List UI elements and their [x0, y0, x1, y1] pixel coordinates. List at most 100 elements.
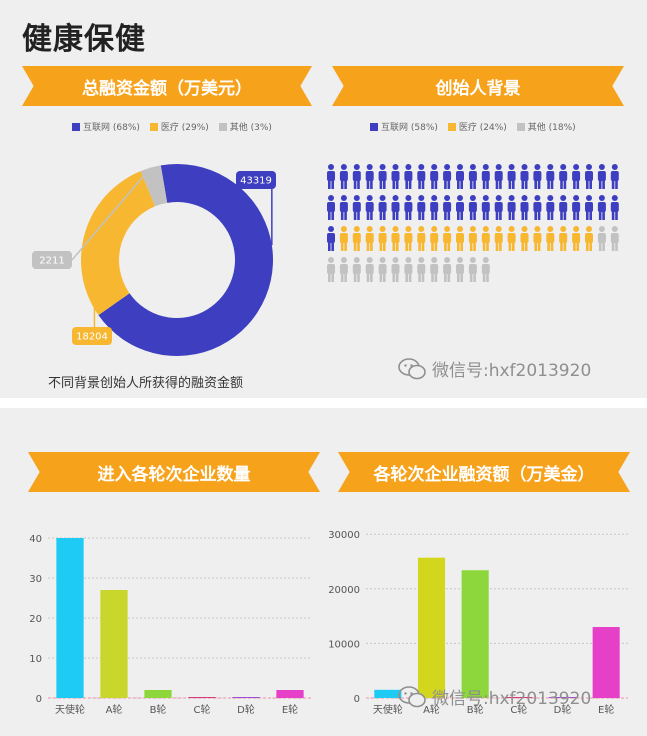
person-icon	[365, 195, 374, 220]
person-icon	[494, 226, 503, 251]
person-icon	[520, 195, 529, 220]
legend-swatch-other	[218, 122, 227, 131]
watermark: 微信号:hxf2013920	[398, 684, 591, 709]
person-icon	[339, 257, 348, 282]
person-icon	[404, 164, 413, 189]
person-icon	[572, 195, 581, 220]
person-icon	[417, 257, 426, 282]
legend-item-other: 其他 (3%)	[218, 120, 272, 133]
person-icon	[404, 257, 413, 282]
legend-swatch-medical	[149, 122, 158, 131]
legend-swatch-medical	[447, 122, 456, 131]
person-icon	[507, 164, 516, 189]
bar-天使轮	[56, 538, 84, 698]
person-icon	[378, 164, 387, 189]
bottom-panel: 进入各轮次企业数量 各轮次企业融资额（万美金） 0 10 20 30 40 天使轮 A轮 B轮…	[0, 408, 647, 736]
x-tick-label: A轮	[423, 703, 440, 716]
donut-data-label: 43319	[240, 176, 272, 187]
person-icon	[430, 226, 439, 251]
y-tick-label: 40	[29, 534, 42, 545]
bar-天使轮	[374, 689, 402, 698]
funding-donut-heading: 总融资金额（万美元）	[22, 66, 312, 106]
y-tick-label: 0	[36, 694, 42, 705]
person-icon	[494, 195, 503, 220]
legend-label: 互联网 (58%)	[381, 123, 438, 133]
bar-E轮	[276, 690, 304, 698]
person-icon	[546, 195, 555, 220]
donut-slice-医疗	[81, 171, 156, 316]
donut-slice-其他	[140, 165, 168, 207]
legend-swatch-other	[516, 122, 525, 131]
watermark-text: 微信号:hxf2013920	[432, 361, 592, 381]
person-icon	[585, 226, 593, 251]
donut-callout-line	[71, 167, 152, 261]
watermark-text: 微信号:hxf2013920	[432, 689, 592, 709]
y-tick-label: 20000	[328, 585, 360, 596]
person-icon	[546, 164, 555, 189]
person-icon	[533, 195, 542, 220]
person-icon	[456, 195, 464, 220]
x-tick-label: 天使轮	[55, 703, 85, 716]
person-icon	[585, 164, 593, 189]
person-icon	[391, 226, 400, 251]
person-icon	[417, 195, 426, 220]
person-icon	[378, 226, 387, 251]
legend-item-medical: 医疗 (29%)	[149, 120, 209, 133]
person-icon	[404, 226, 413, 251]
rounds-funding-heading: 各轮次企业融资额（万美金）	[338, 452, 630, 492]
person-icon	[391, 195, 400, 220]
person-icon	[597, 164, 606, 189]
funding-legend: 互联网 (68%) 医疗 (29%) 其他 (3%)	[72, 120, 272, 133]
person-icon	[610, 226, 619, 251]
page-title: 健康保健	[22, 22, 146, 57]
person-icon	[481, 257, 490, 282]
person-icon	[443, 164, 452, 189]
x-tick-label: A轮	[106, 703, 123, 716]
person-icon	[507, 195, 516, 220]
person-icon	[430, 257, 439, 282]
person-icon	[610, 195, 619, 220]
person-icon	[585, 195, 593, 220]
y-tick-label: 20	[29, 614, 42, 625]
x-tick-label: D轮	[554, 703, 572, 716]
person-icon	[597, 226, 606, 251]
person-icon	[456, 257, 464, 282]
x-tick-label: B轮	[150, 703, 167, 716]
donut-slice-互联网	[98, 164, 273, 356]
person-icon	[339, 226, 348, 251]
person-icon	[468, 195, 477, 220]
person-icon	[352, 164, 361, 189]
person-icon	[378, 257, 387, 282]
x-tick-label: C轮	[194, 703, 211, 716]
x-tick-label: E轮	[598, 703, 614, 716]
person-icon	[481, 164, 490, 189]
person-icon	[430, 164, 439, 189]
wechat-icon	[398, 357, 426, 379]
person-icon	[597, 195, 606, 220]
founders-legend: 互联网 (58%) 医疗 (24%) 其他 (18%)	[370, 120, 576, 133]
legend-item-internet: 互联网 (58%)	[370, 120, 438, 133]
person-icon	[391, 164, 400, 189]
person-icon	[546, 226, 555, 251]
person-icon	[520, 226, 529, 251]
legend-swatch-internet	[370, 122, 378, 131]
person-icon	[610, 164, 619, 189]
person-icon	[378, 195, 387, 220]
donut-data-label: 18204	[76, 332, 108, 343]
watermark: 微信号:hxf2013920	[398, 356, 591, 381]
person-icon	[559, 226, 568, 251]
donut-callout-box	[32, 251, 72, 269]
person-icon	[494, 164, 503, 189]
x-tick-label: B轮	[467, 703, 484, 716]
person-icon	[572, 226, 581, 251]
legend-item-medical: 医疗 (24%)	[447, 120, 507, 133]
legend-label: 医疗 (29%)	[160, 123, 209, 133]
donut-callout-box	[236, 171, 276, 189]
person-icon	[468, 226, 477, 251]
y-tick-label: 10000	[328, 639, 360, 650]
x-tick-label: E轮	[282, 703, 298, 716]
legend-item-internet: 互联网 (68%)	[72, 120, 140, 133]
person-icon	[339, 164, 348, 189]
legend-label: 其他 (18%)	[527, 123, 576, 133]
person-icon	[430, 195, 439, 220]
